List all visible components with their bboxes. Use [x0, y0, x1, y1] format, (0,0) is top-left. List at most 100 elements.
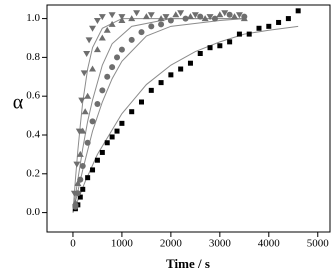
circle-point [104, 73, 111, 80]
square-point [266, 23, 272, 29]
y-tick-label: 0.2 [26, 167, 40, 179]
square-point [80, 186, 86, 192]
square-point [90, 167, 96, 173]
circle-point [226, 11, 233, 18]
square-point [207, 45, 213, 51]
triangle-down-point [73, 161, 81, 168]
square-point [77, 194, 83, 200]
triangle-up-point [231, 13, 239, 20]
triangle-up-point [240, 15, 248, 22]
square-point [285, 16, 291, 22]
y-tick-label: 0.0 [26, 206, 40, 218]
triangle-up-point [201, 15, 209, 22]
y-tick-label: 0.4 [26, 129, 40, 141]
triangle-up-point [103, 26, 111, 33]
square-point [104, 140, 110, 146]
triangle-down-point [162, 14, 170, 21]
triangle-up-point [81, 108, 89, 115]
square-point [114, 128, 120, 134]
circle-point [167, 17, 174, 24]
circle-point [158, 21, 165, 28]
fit-curve [72, 18, 245, 213]
triangle-down-point [118, 14, 126, 21]
square-point [187, 60, 193, 66]
square-point [99, 149, 105, 155]
square-point [94, 157, 100, 163]
x-tick-label: 5000 [307, 238, 330, 250]
square-point [168, 72, 174, 78]
square-point [158, 80, 164, 86]
triangle-down-point [93, 18, 101, 25]
triangle-down-point [133, 10, 141, 17]
square-point [276, 19, 282, 25]
x-axis-label: Time / s [166, 256, 210, 271]
square-point [178, 66, 184, 72]
square-point [227, 39, 233, 45]
triangle-down-point [191, 12, 199, 19]
square-point [295, 8, 301, 14]
triangle-up-point [98, 34, 106, 41]
triangle-down-point [85, 37, 93, 44]
square-point [236, 31, 242, 37]
triangle-down-point [78, 97, 86, 104]
circle-point [138, 29, 145, 36]
y-axis-label: α [13, 92, 24, 114]
circle-point [182, 15, 189, 22]
triangle-up-point [71, 199, 79, 206]
square-point [197, 51, 203, 57]
triangle-down-point [75, 128, 83, 135]
triangle-up-point [89, 65, 97, 72]
circle-point [99, 87, 106, 94]
triangle-down-point [89, 25, 97, 32]
circle-point [84, 139, 91, 146]
triangle-down-point [108, 12, 116, 19]
plot-frame [46, 4, 331, 233]
circle-point [79, 163, 86, 170]
triangle-down-point [177, 10, 185, 17]
triangle-down-point [206, 14, 214, 21]
square-point [246, 31, 252, 37]
circle-point [128, 36, 135, 43]
triangle-down-point [147, 12, 155, 19]
fit-curve [72, 18, 245, 213]
x-tick-label: 3000 [209, 238, 232, 250]
circle-point [197, 13, 204, 20]
circle-point [77, 176, 84, 183]
x-tick-label: 4000 [258, 238, 281, 250]
y-tick-label: 0.6 [26, 90, 40, 102]
triangle-up-point [76, 150, 84, 157]
circle-point [94, 100, 101, 107]
triangle-up-point [142, 13, 150, 20]
circle-point [114, 54, 121, 61]
triangle-up-point [93, 46, 101, 53]
triangle-down-point [70, 190, 78, 197]
square-point [148, 87, 154, 93]
triangle-up-point [157, 15, 165, 22]
triangle-up-point [79, 127, 87, 134]
x-tick-label: 1000 [111, 238, 134, 250]
x-tick-label: 2000 [160, 238, 183, 250]
y-tick-label: 1.0 [26, 12, 40, 24]
triangle-up-point [108, 20, 116, 27]
square-point [85, 175, 91, 181]
circle-point [148, 23, 155, 30]
fit-curve [72, 25, 299, 213]
circle-point [89, 118, 96, 125]
triangle-down-point [235, 12, 243, 19]
triangle-down-point [221, 10, 229, 17]
square-point [109, 134, 115, 140]
triangle-down-point [83, 51, 91, 58]
triangle-up-point [186, 13, 194, 20]
triangle-down-point [80, 70, 88, 77]
triangle-up-point [172, 11, 180, 18]
circle-point [118, 46, 125, 53]
x-tick-label: 0 [70, 238, 76, 250]
triangle-up-point [74, 179, 82, 186]
y-tick-label: 0.8 [26, 51, 40, 63]
square-point [138, 99, 144, 105]
triangle-up-point [128, 15, 136, 22]
circle-point [109, 64, 116, 71]
square-point [217, 43, 223, 49]
square-point [119, 120, 125, 126]
